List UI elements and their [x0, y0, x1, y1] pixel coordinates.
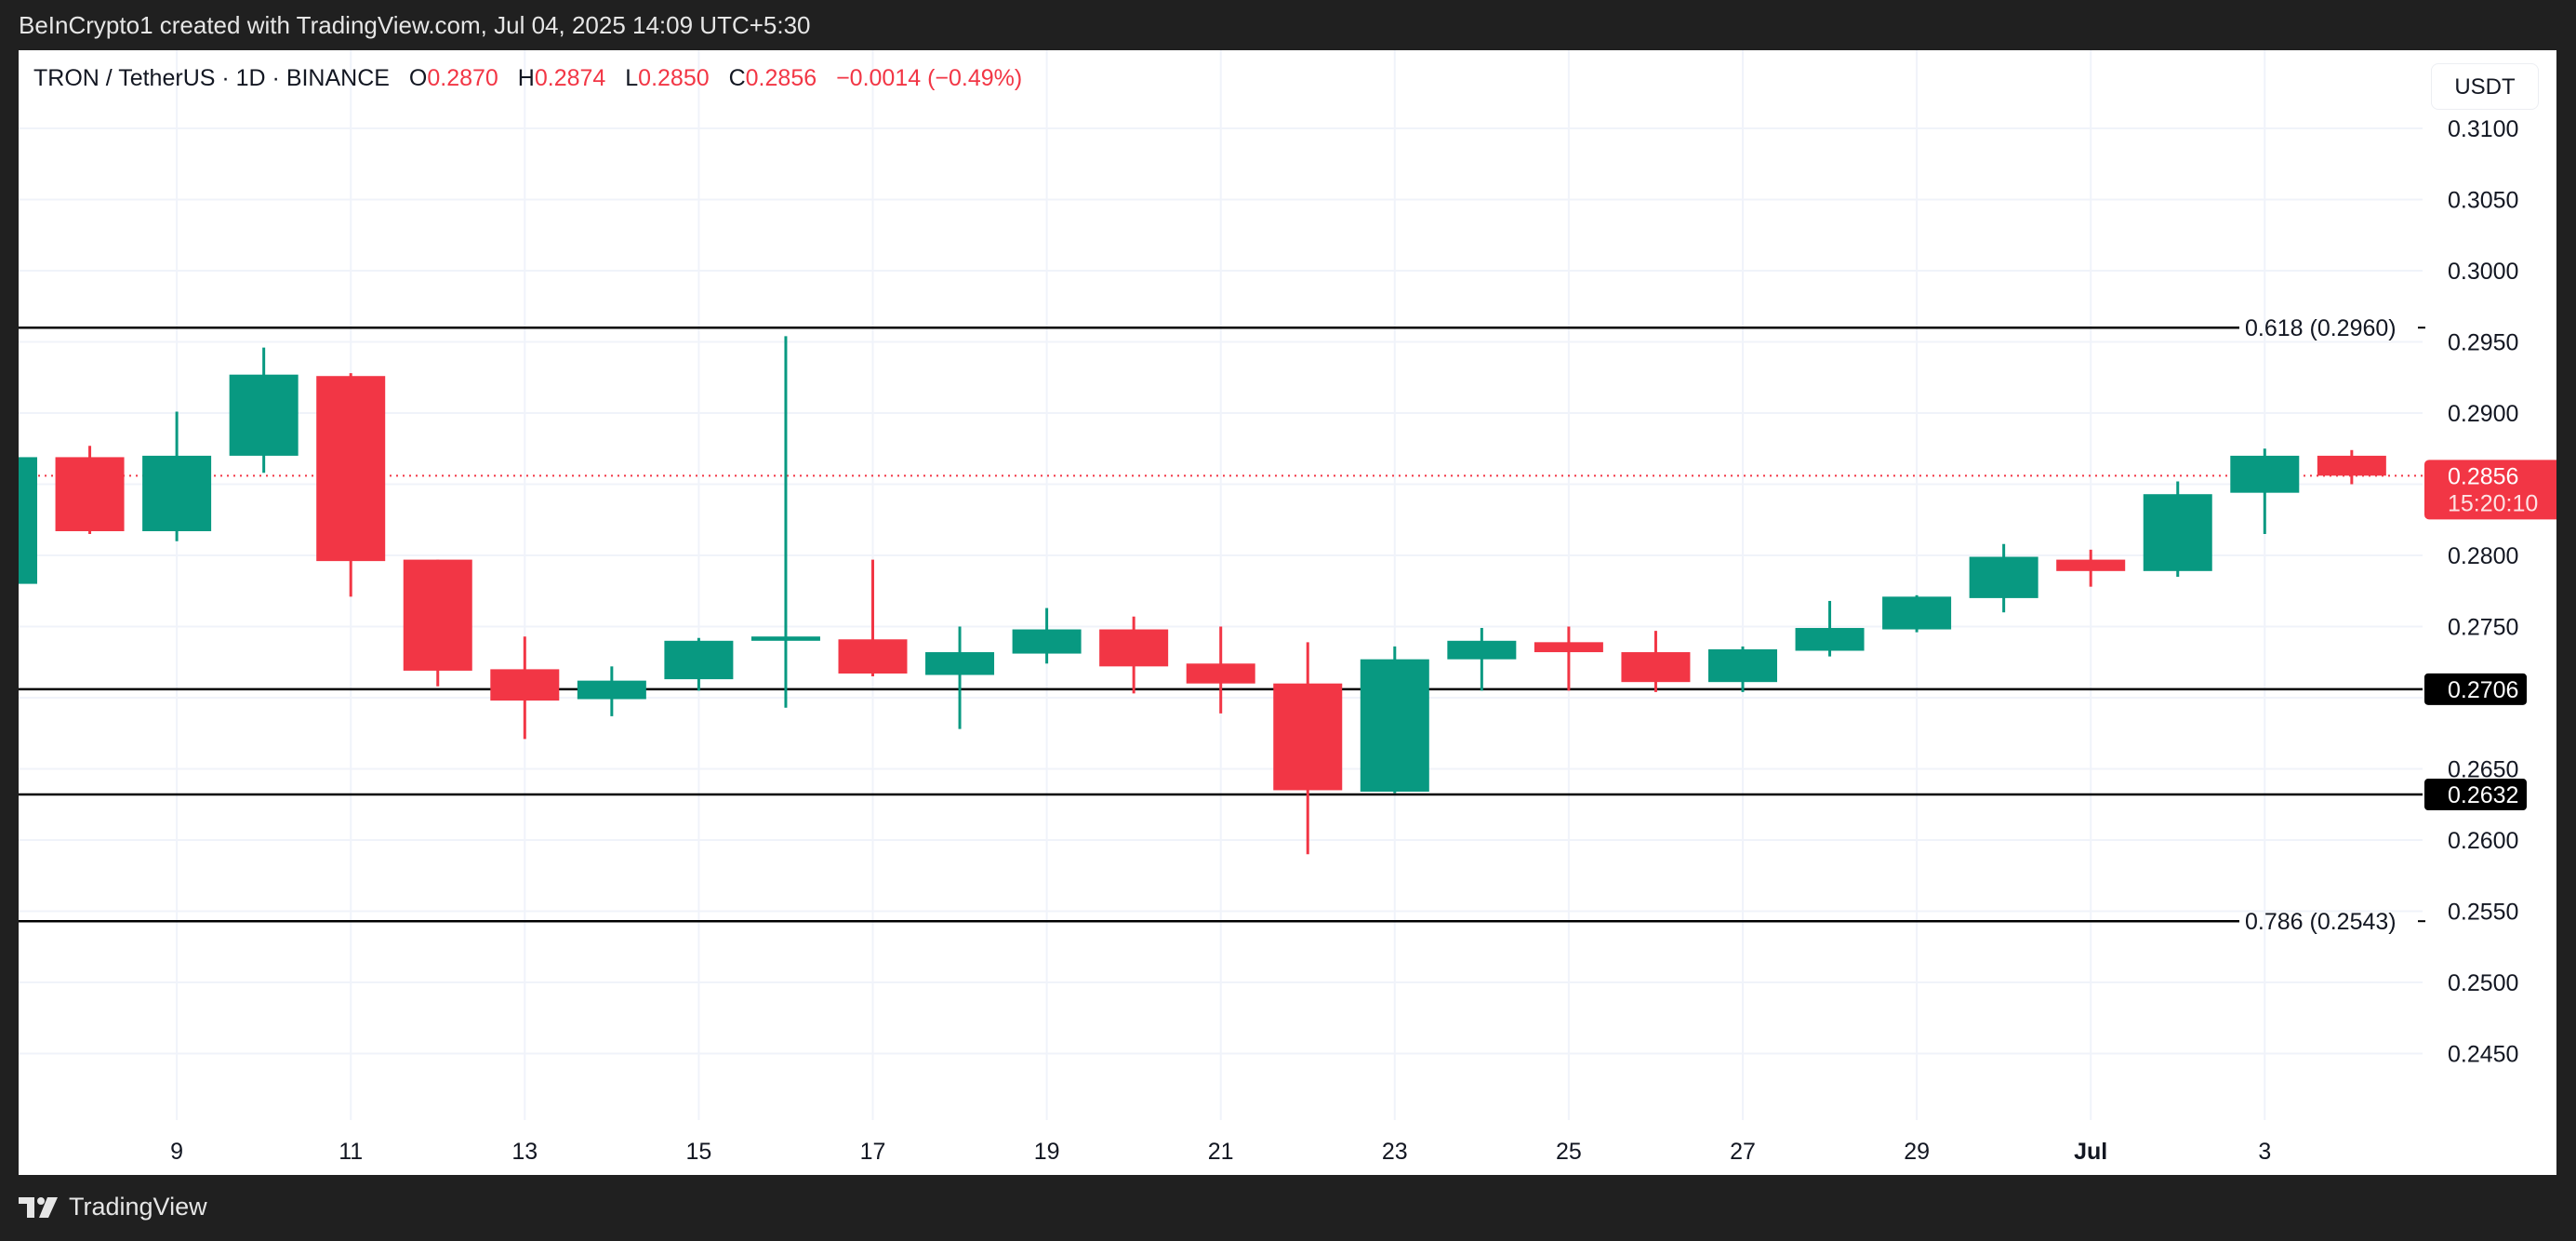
- candle[interactable]: [664, 637, 734, 691]
- candle[interactable]: [1795, 600, 1865, 657]
- level-price-badge: [2424, 779, 2527, 811]
- low-label: L: [625, 65, 639, 91]
- time-tick: 13: [511, 1139, 538, 1165]
- price-tick: 0.3000: [2448, 259, 2518, 285]
- level-price-badge: [2424, 673, 2527, 705]
- candle[interactable]: [577, 666, 646, 716]
- candle[interactable]: [1969, 543, 2038, 613]
- fib-level-label: 0.786 (0.2543): [2245, 909, 2397, 935]
- price-tick: 0.2750: [2448, 615, 2518, 641]
- candle[interactable]: [1186, 626, 1255, 714]
- candle[interactable]: [403, 559, 472, 687]
- candle[interactable]: [1882, 594, 1952, 633]
- candle[interactable]: [2317, 449, 2386, 485]
- time-tick: 3: [2258, 1139, 2271, 1165]
- svg-text:0.2856: 0.2856: [2448, 463, 2518, 489]
- tradingview-brand: TradingView: [69, 1193, 207, 1221]
- attribution-text: BeInCrypto1 created with TradingView.com…: [19, 11, 811, 39]
- svg-text:0.2632: 0.2632: [2448, 782, 2518, 808]
- candle[interactable]: [1273, 642, 1343, 855]
- candle[interactable]: [19, 453, 37, 591]
- price-tick: 0.2450: [2448, 1042, 2518, 1068]
- tradingview-logo-icon: [19, 1196, 58, 1218]
- candle[interactable]: [1708, 646, 1777, 692]
- footer: TradingView: [19, 1193, 207, 1221]
- candlestick-chart[interactable]: 9 11 13 15 17 19 21 23 25 27 29 Jul 3 0.3100 0.3050 0.3…: [19, 50, 2556, 1175]
- time-tick: 19: [1034, 1139, 1060, 1165]
- high-value: 0.2874: [534, 65, 606, 91]
- time-tick: 21: [1208, 1139, 1234, 1165]
- price-tick: 0.2500: [2448, 970, 2518, 996]
- change-value: −0.0014 (−0.49%): [836, 65, 1023, 91]
- open-label: O: [408, 65, 428, 91]
- candle[interactable]: [1447, 628, 1517, 691]
- candle[interactable]: [925, 626, 995, 729]
- price-tick: 0.2900: [2448, 401, 2518, 427]
- candle[interactable]: [838, 559, 908, 677]
- time-tick: 11: [339, 1139, 363, 1165]
- close-label: C: [728, 65, 746, 91]
- price-tick: 0.3050: [2448, 188, 2518, 214]
- candle[interactable]: [1099, 616, 1169, 694]
- last-price-badge: [2424, 460, 2556, 520]
- svg-text:0.2706: 0.2706: [2448, 677, 2518, 703]
- bar-countdown: 15:20:10: [2448, 490, 2538, 516]
- candle[interactable]: [142, 411, 212, 541]
- candle[interactable]: [1534, 626, 1603, 691]
- time-tick: 29: [1904, 1139, 1930, 1165]
- price-tick: 0.2950: [2448, 330, 2518, 356]
- time-tick: 25: [1556, 1139, 1582, 1165]
- price-tick: 0.2550: [2448, 900, 2518, 926]
- price-tick: 0.2800: [2448, 543, 2518, 569]
- price-tick: 0.2650: [2448, 757, 2518, 783]
- high-label: H: [517, 65, 535, 91]
- time-tick: 15: [685, 1139, 711, 1165]
- candle[interactable]: [2143, 481, 2212, 577]
- candle[interactable]: [1012, 607, 1082, 664]
- time-tick: 27: [1730, 1139, 1756, 1165]
- price-tick: 0.2600: [2448, 828, 2518, 854]
- candle[interactable]: [1621, 631, 1691, 692]
- low-value: 0.2850: [638, 65, 710, 91]
- price-tick: 0.3100: [2448, 116, 2518, 142]
- close-value: 0.2856: [745, 65, 817, 91]
- candle[interactable]: [1360, 646, 1429, 794]
- time-tick: 9: [170, 1139, 183, 1165]
- chart-panel[interactable]: 9 11 13 15 17 19 21 23 25 27 29 Jul 3 0.3100 0.3050 0.3…: [19, 50, 2556, 1175]
- open-value: 0.2870: [427, 65, 498, 91]
- time-tick: 23: [1382, 1139, 1408, 1165]
- fib-level-label: 0.618 (0.2960): [2245, 315, 2397, 341]
- candle[interactable]: [2056, 549, 2126, 587]
- candle[interactable]: [229, 347, 299, 474]
- currency-button[interactable]: USDT: [2431, 63, 2539, 110]
- time-tick: 17: [860, 1139, 886, 1165]
- candle[interactable]: [55, 446, 125, 535]
- symbol-legend: TRON / TetherUS · 1D · BINANCE O0.2870 H…: [33, 65, 1022, 92]
- candle[interactable]: [2230, 448, 2300, 535]
- candle[interactable]: [316, 373, 386, 597]
- candle[interactable]: [750, 336, 820, 708]
- symbol-title: TRON / TetherUS · 1D · BINANCE: [33, 65, 390, 91]
- candle[interactable]: [490, 636, 560, 740]
- time-tick: Jul: [2074, 1139, 2107, 1165]
